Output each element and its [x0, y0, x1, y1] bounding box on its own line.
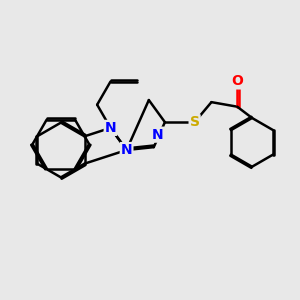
- Text: S: S: [190, 115, 200, 129]
- Text: N: N: [152, 128, 164, 142]
- Text: O: O: [231, 74, 243, 88]
- Text: N: N: [121, 143, 132, 157]
- Text: N: N: [105, 121, 116, 135]
